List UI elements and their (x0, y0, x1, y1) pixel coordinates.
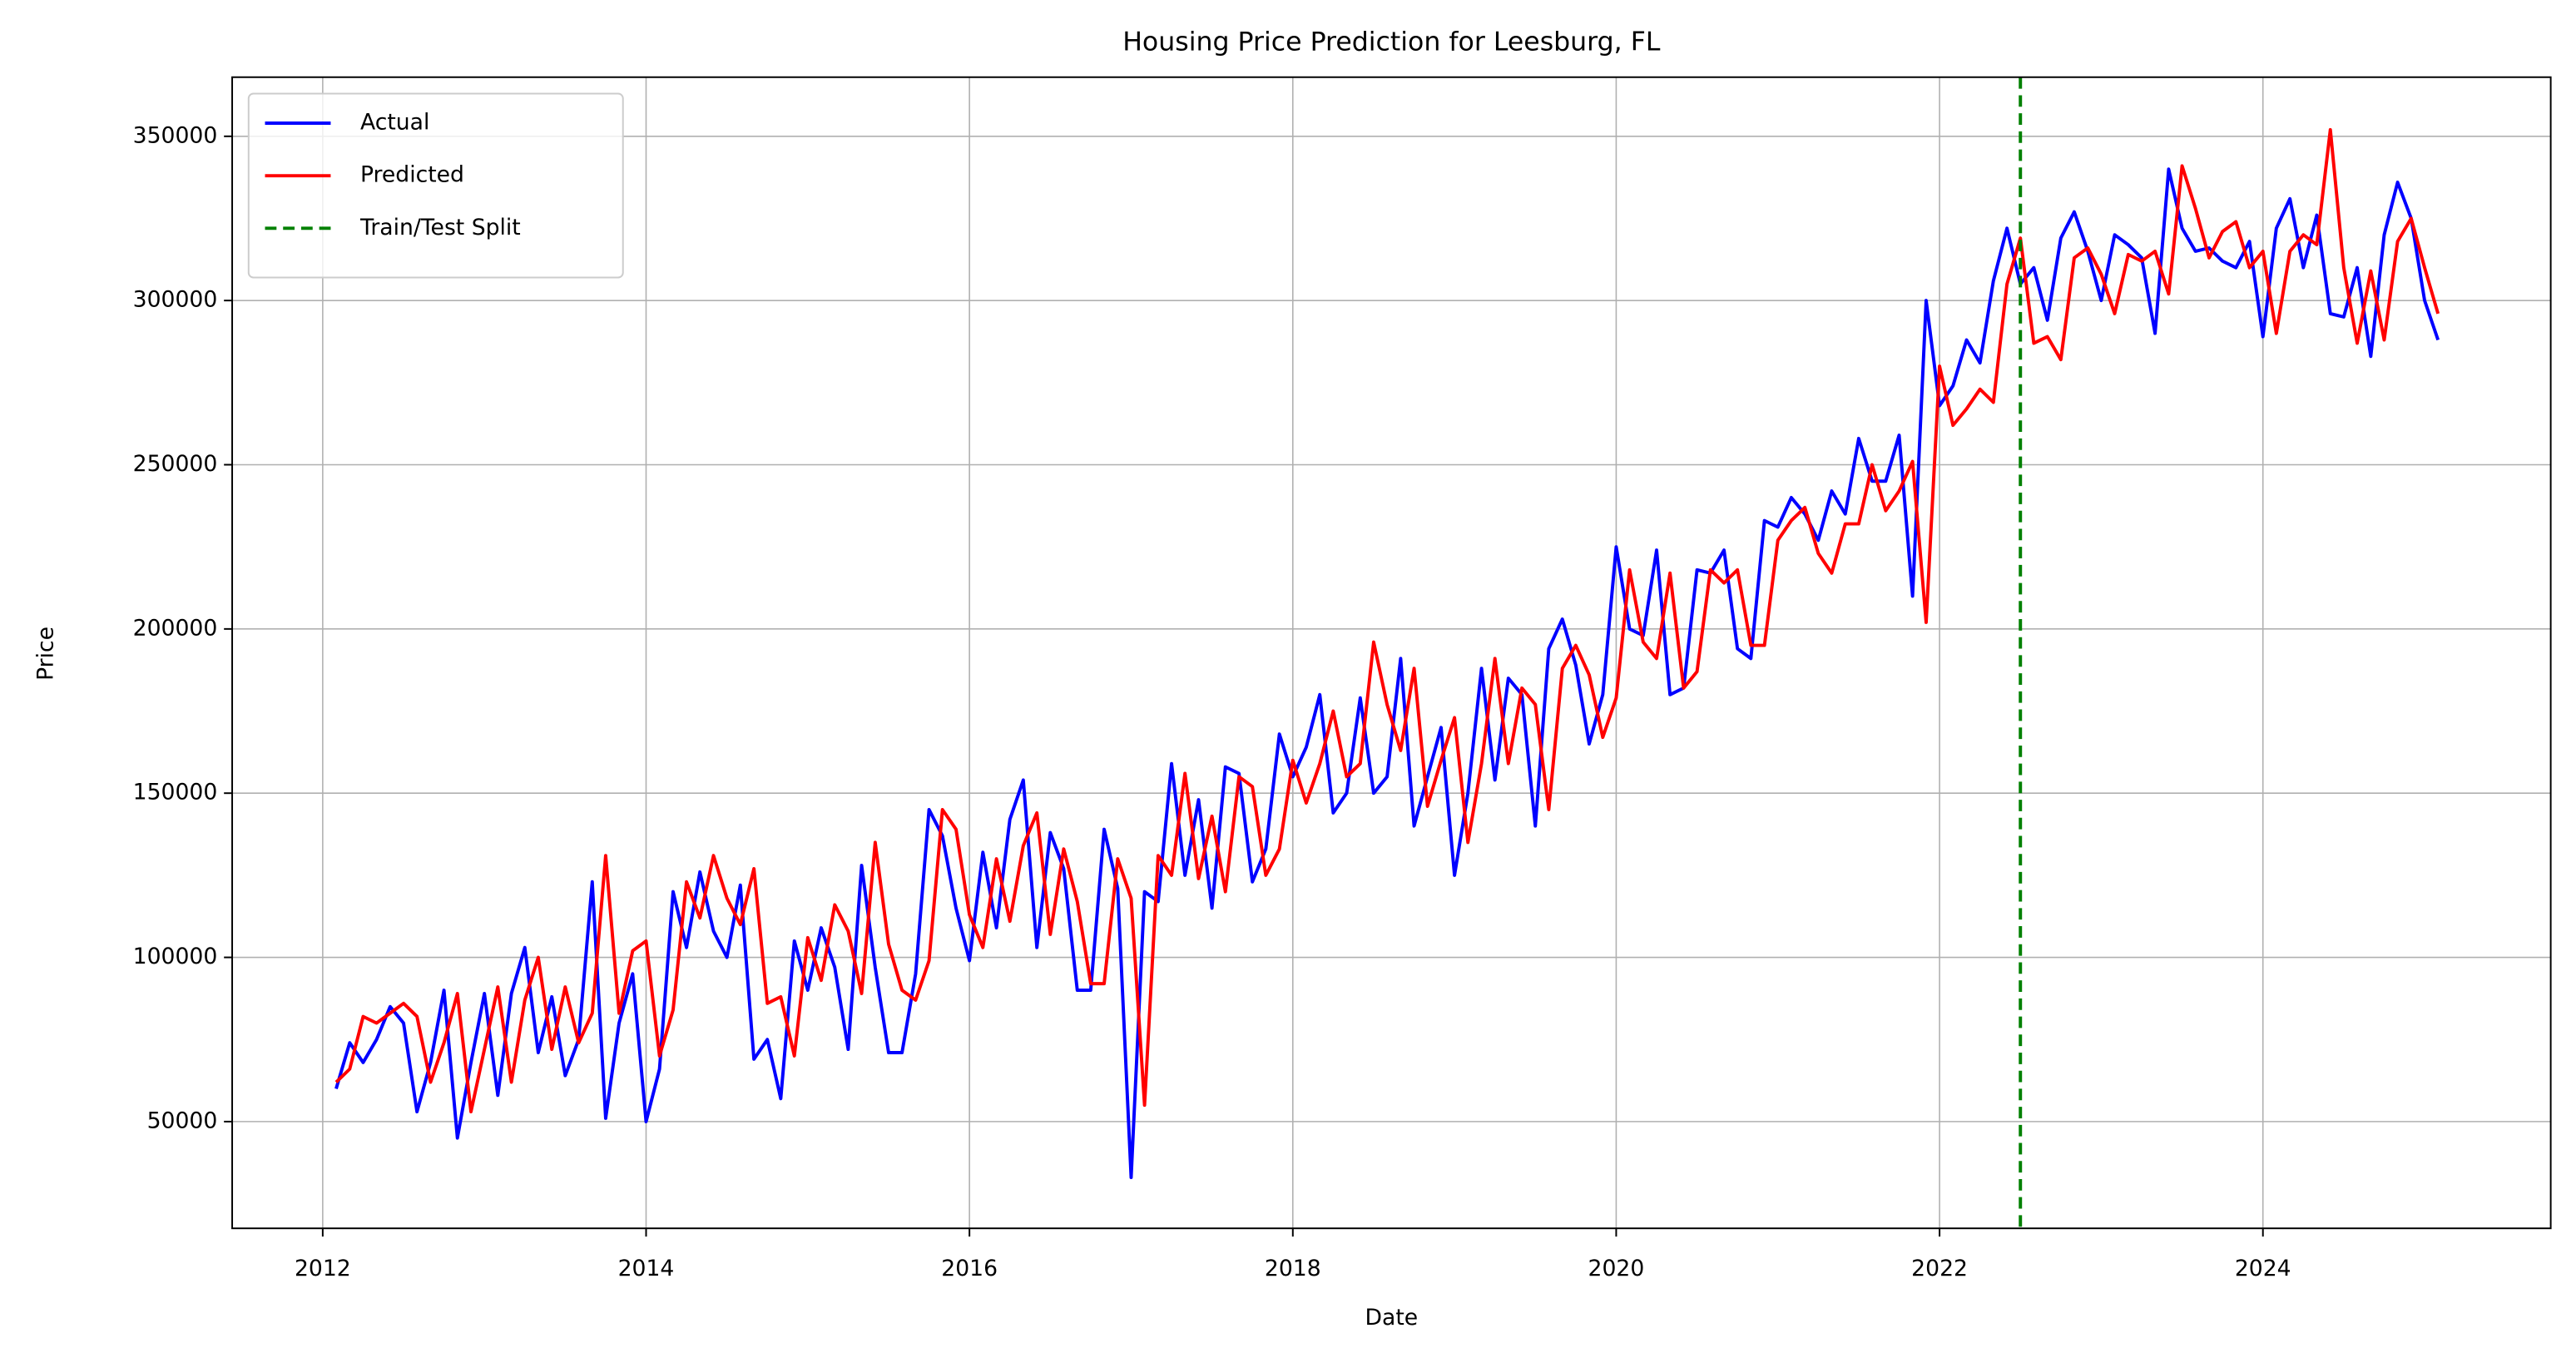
y-tick-label: 100000 (133, 944, 218, 969)
x-tick-label: 2016 (941, 1256, 998, 1281)
legend-label: Train/Test Split (359, 215, 521, 240)
x-tick-label: 2014 (618, 1256, 675, 1281)
y-tick-label: 350000 (133, 122, 218, 148)
y-tick-label: 250000 (133, 451, 218, 477)
y-tick-label: 200000 (133, 615, 218, 641)
legend-label: Actual (360, 110, 429, 136)
y-tick-label: 300000 (133, 287, 218, 313)
y-tick-label: 150000 (133, 780, 218, 805)
x-tick-label: 2018 (1265, 1256, 1321, 1281)
x-tick-label: 2022 (1911, 1256, 1968, 1281)
series-line (334, 167, 2440, 1179)
plot-frame (231, 76, 2552, 1230)
chart-title: Housing Price Prediction for Leesburg, F… (1122, 27, 1661, 57)
series-line (334, 127, 2440, 1114)
x-axis-label: Date (1365, 1305, 1419, 1331)
legend-box (247, 92, 624, 279)
y-axis-label: Price (33, 627, 59, 681)
legend-label: Predicted (360, 162, 464, 188)
x-tick-label: 2012 (295, 1256, 351, 1281)
y-tick-label: 50000 (147, 1108, 218, 1133)
x-tick-label: 2024 (2235, 1256, 2291, 1281)
x-tick-label: 2020 (1588, 1256, 1645, 1281)
